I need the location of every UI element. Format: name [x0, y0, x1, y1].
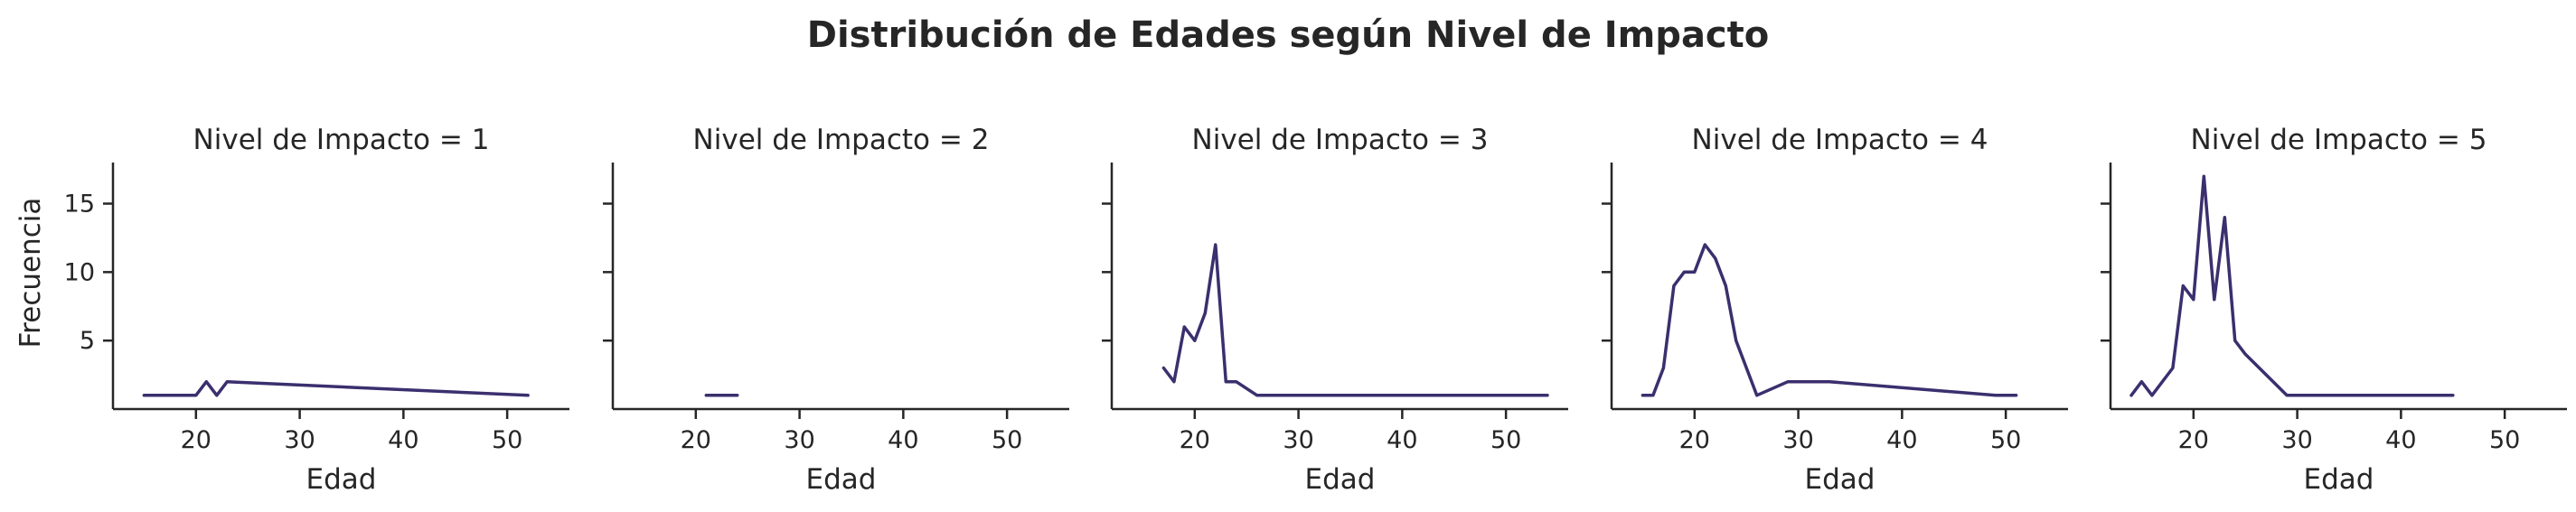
y-axis-label: Frecuencia: [14, 198, 47, 349]
x-axis-label: Edad: [1305, 463, 1376, 496]
x-tick-label: 50: [492, 426, 522, 454]
panel-2: Nivel de Impacto = 2 20 30 40 50 Edad: [603, 124, 1069, 496]
x-tick-label: 20: [1180, 426, 1210, 454]
panel-title: Nivel de Impacto = 3: [1192, 124, 1489, 156]
panel-3: Nivel de Impacto = 3 20 30 40 50 Edad: [1102, 124, 1568, 496]
x-tick-label: 30: [784, 426, 814, 454]
panel-title: Nivel de Impacto = 5: [2191, 124, 2487, 156]
x-axis-label: Edad: [306, 463, 377, 496]
panel-1: Nivel de Impacto = 1 5 10 15 20 30 40 50 Edad: [64, 124, 569, 496]
x-tick-label: 50: [1990, 426, 2021, 454]
x-tick-label: 50: [992, 426, 1022, 454]
x-tick-label: 50: [2489, 426, 2520, 454]
chart-title: Distribución de Edades según Nivel de Im…: [807, 14, 1770, 56]
series-line: [2129, 174, 2455, 397]
x-tick-label: 50: [1490, 426, 1521, 454]
y-tick-label: 5: [80, 327, 95, 355]
x-tick-label: 40: [1387, 426, 1417, 454]
x-axis-label: Edad: [2304, 463, 2374, 496]
x-tick-label: 30: [284, 426, 315, 454]
series-line: [1161, 243, 1549, 397]
x-tick-label: 30: [1283, 426, 1313, 454]
x-tick-label: 20: [1679, 426, 1710, 454]
x-tick-label: 40: [388, 426, 418, 454]
panel-title: Nivel de Impacto = 2: [693, 124, 990, 156]
panel-title: Nivel de Impacto = 1: [193, 124, 490, 156]
x-tick-label: 40: [1886, 426, 1917, 454]
x-tick-label: 30: [2281, 426, 2312, 454]
x-axis-label: Edad: [1805, 463, 1876, 496]
series-line: [1641, 243, 2018, 397]
x-tick-label: 20: [181, 426, 212, 454]
panel-4: Nivel de Impacto = 4 20 30 40 50 Edad: [1602, 124, 2068, 496]
x-tick-label: 40: [2385, 426, 2416, 454]
x-tick-label: 20: [2178, 426, 2209, 454]
x-tick-label: 30: [1782, 426, 1813, 454]
panel-5: Nivel de Impacto = 5 20 30 40 50 Edad: [2101, 124, 2567, 496]
x-tick-label: 40: [888, 426, 918, 454]
panel-title: Nivel de Impacto = 4: [1692, 124, 1988, 156]
x-axis-label: Edad: [806, 463, 877, 496]
y-tick-label: 15: [64, 191, 95, 219]
y-tick-label: 10: [64, 258, 95, 286]
x-tick-label: 20: [681, 426, 711, 454]
series-line: [142, 379, 530, 397]
